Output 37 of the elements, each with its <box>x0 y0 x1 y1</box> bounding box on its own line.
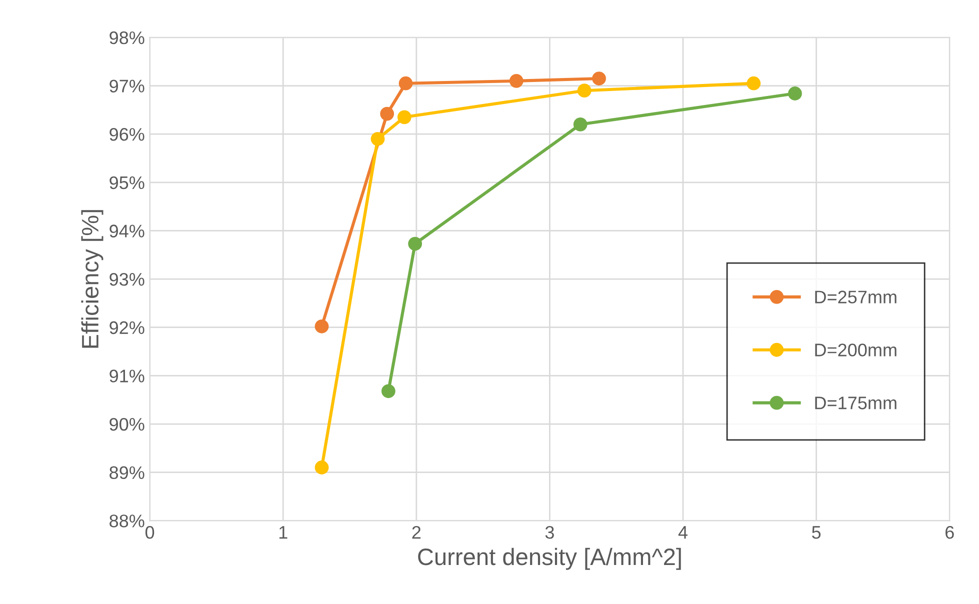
x-axis-title: Current density [A/mm^2] <box>418 548 681 570</box>
point <box>577 84 592 98</box>
x-tick-label: 1 <box>279 526 288 539</box>
point <box>788 86 802 100</box>
y-tick-label: 95% <box>110 176 144 190</box>
y-tick-label: 91% <box>110 370 144 382</box>
point <box>746 76 761 90</box>
point <box>509 74 524 88</box>
point <box>573 117 588 132</box>
y-tick-label: 93% <box>110 272 144 286</box>
y-tick-label: 92% <box>110 321 144 334</box>
legend-label: D=257mm <box>815 290 896 304</box>
x-tick-label: 0 <box>145 526 154 539</box>
y-tick-label: 89% <box>110 466 144 480</box>
x-tick-label: 6 <box>946 526 954 539</box>
y-axis-title: Efficiency [%] <box>81 210 104 348</box>
y-tick-label: 96% <box>110 128 144 141</box>
point <box>408 236 422 251</box>
x-tick-label: 3 <box>545 526 554 539</box>
legend-label: D=175mm <box>815 396 896 410</box>
point <box>314 460 329 474</box>
point <box>370 132 385 146</box>
point <box>592 72 606 86</box>
y-tick-label: 97% <box>110 80 144 92</box>
point <box>381 384 396 398</box>
y-tick-label: 98% <box>110 31 144 44</box>
y-tick-label: 88% <box>110 514 144 528</box>
x-tick-label: 4 <box>678 526 688 539</box>
y-tick-label: 90% <box>110 418 144 431</box>
x-tick-label: 2 <box>412 526 421 539</box>
point <box>397 110 412 124</box>
point <box>380 106 394 121</box>
y-tick-label: 94% <box>110 224 144 238</box>
legend-label: D=200mm <box>815 344 896 356</box>
x-tick-label: 5 <box>812 526 821 539</box>
point <box>314 319 329 334</box>
point <box>398 76 413 90</box>
